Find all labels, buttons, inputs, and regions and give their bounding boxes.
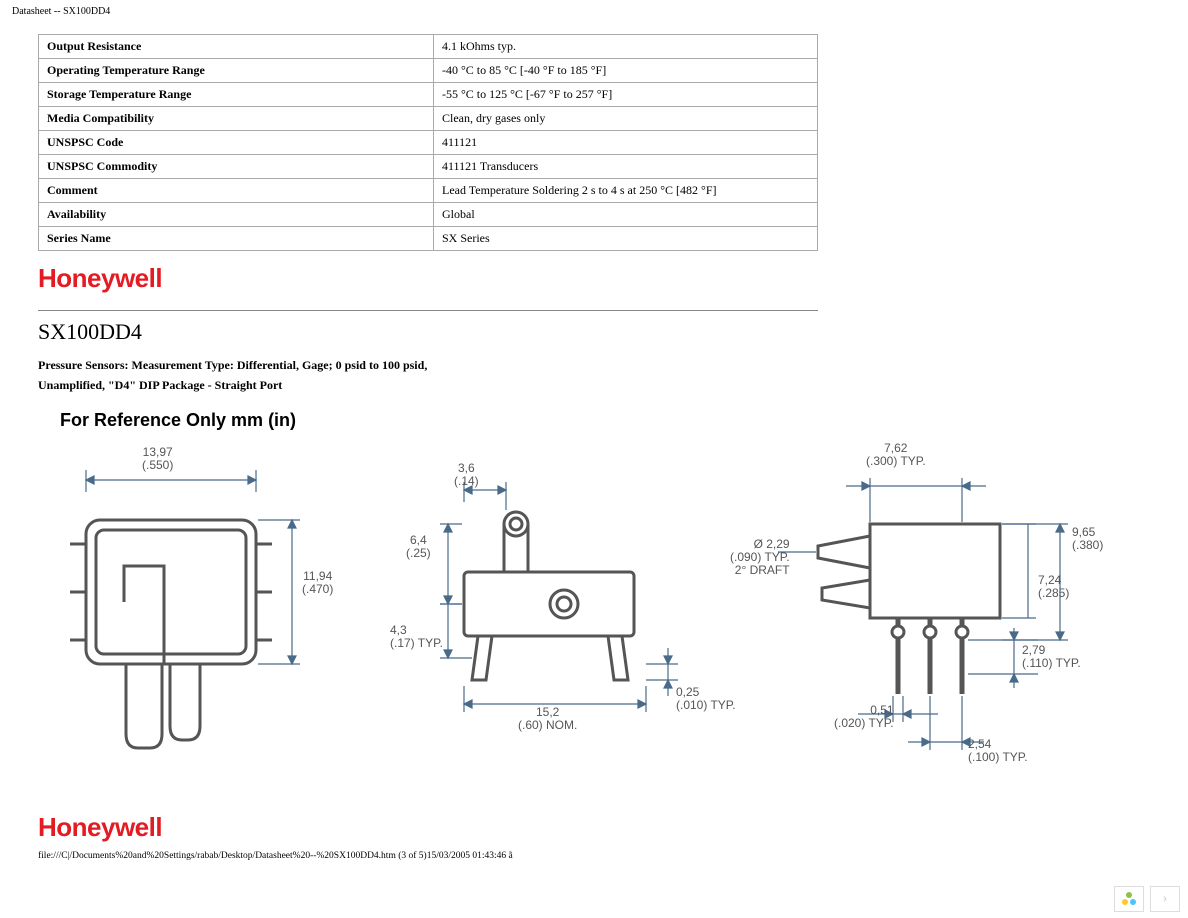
spec-label: Operating Temperature Range bbox=[39, 59, 434, 83]
table-row: UNSPSC Commodity411121 Transducers bbox=[39, 155, 818, 179]
spec-value: -40 °C to 85 °C [-40 °F to 185 °F] bbox=[434, 59, 818, 83]
drawing-view-side bbox=[738, 428, 1138, 788]
product-description: Pressure Sensors: Measurement Type: Diff… bbox=[38, 355, 1150, 396]
dim-v2-lo: 4,3(.17) TYP. bbox=[390, 624, 443, 650]
dim-v2-top: 3,6(.14) bbox=[454, 462, 479, 488]
dim-v3-leadoff: 2,79(.110) TYP. bbox=[1022, 644, 1081, 670]
spec-label: Series Name bbox=[39, 227, 434, 251]
share-widget-icon[interactable] bbox=[1114, 886, 1144, 912]
table-row: Operating Temperature Range-40 °C to 85 … bbox=[39, 59, 818, 83]
part-number: SX100DD4 bbox=[38, 319, 1150, 345]
drawing-title: For Reference Only mm (in) bbox=[60, 410, 296, 431]
dim-v2-thick: 0,25(.010) TYP. bbox=[676, 686, 736, 712]
spec-value: -55 °C to 125 °C [-67 °F to 257 °F] bbox=[434, 83, 818, 107]
description-line-2: Unamplified, "D4" DIP Package - Straight… bbox=[38, 375, 1150, 395]
header-path: Datasheet -- SX100DD4 bbox=[12, 6, 110, 17]
spec-label: Comment bbox=[39, 179, 434, 203]
table-row: Series NameSX Series bbox=[39, 227, 818, 251]
bottom-widgets: › bbox=[1114, 886, 1180, 912]
dim-v3-leadp: 2,54(.100) TYP. bbox=[968, 738, 1028, 764]
spec-value: Lead Temperature Soldering 2 s to 4 s at… bbox=[434, 179, 818, 203]
table-row: Storage Temperature Range-55 °C to 125 °… bbox=[39, 83, 818, 107]
drawing-view-front bbox=[38, 434, 348, 774]
spec-value: Clean, dry gases only bbox=[434, 107, 818, 131]
next-arrow-icon[interactable]: › bbox=[1150, 886, 1180, 912]
spec-value: 411121 Transducers bbox=[434, 155, 818, 179]
spec-value: SX Series bbox=[434, 227, 818, 251]
dim-v3-h1: 9,65(.380) bbox=[1072, 526, 1103, 552]
brand-logo-bottom: Honeywell bbox=[38, 812, 1150, 843]
dim-v2-width: 15,2(.60) NOM. bbox=[518, 706, 577, 732]
spec-label: UNSPSC Code bbox=[39, 131, 434, 155]
table-row: AvailabilityGlobal bbox=[39, 203, 818, 227]
dim-v1-height: 11,94(.470) bbox=[302, 570, 333, 596]
table-row: Comment Lead Temperature Soldering 2 s t… bbox=[39, 179, 818, 203]
dim-v3-pitch: 7,62(.300) TYP. bbox=[866, 442, 926, 468]
spec-label: Availability bbox=[39, 203, 434, 227]
spec-label: UNSPSC Commodity bbox=[39, 155, 434, 179]
mechanical-drawing: For Reference Only mm (in) bbox=[38, 410, 1138, 790]
table-row: UNSPSC Code411121 bbox=[39, 131, 818, 155]
description-line-1: Pressure Sensors: Measurement Type: Diff… bbox=[38, 355, 1150, 375]
spec-value: Global bbox=[434, 203, 818, 227]
spec-label: Output Resistance bbox=[39, 35, 434, 59]
dim-v3-h2: 7,24(.285) bbox=[1038, 574, 1069, 600]
dim-v3-leadw: 0,51(.020) TYP. bbox=[834, 704, 894, 730]
table-row: Media CompatibilityClean, dry gases only bbox=[39, 107, 818, 131]
divider bbox=[38, 310, 818, 311]
spec-value: 411121 bbox=[434, 131, 818, 155]
spec-label: Media Compatibility bbox=[39, 107, 434, 131]
dim-v2-mid: 6,4(.25) bbox=[406, 534, 431, 560]
footer-path: file:///C|/Documents%20and%20Settings/ra… bbox=[38, 851, 1150, 861]
spec-label: Storage Temperature Range bbox=[39, 83, 434, 107]
dim-v1-width: 13,97(.550) bbox=[142, 446, 173, 472]
spec-table: Output Resistance4.1 kOhms typ.Operating… bbox=[38, 34, 818, 251]
brand-logo-top: Honeywell bbox=[38, 263, 1150, 294]
dim-v3-dia: Ø 2,29(.090) TYP.2° DRAFT bbox=[730, 538, 790, 578]
table-row: Output Resistance4.1 kOhms typ. bbox=[39, 35, 818, 59]
spec-value: 4.1 kOhms typ. bbox=[434, 35, 818, 59]
